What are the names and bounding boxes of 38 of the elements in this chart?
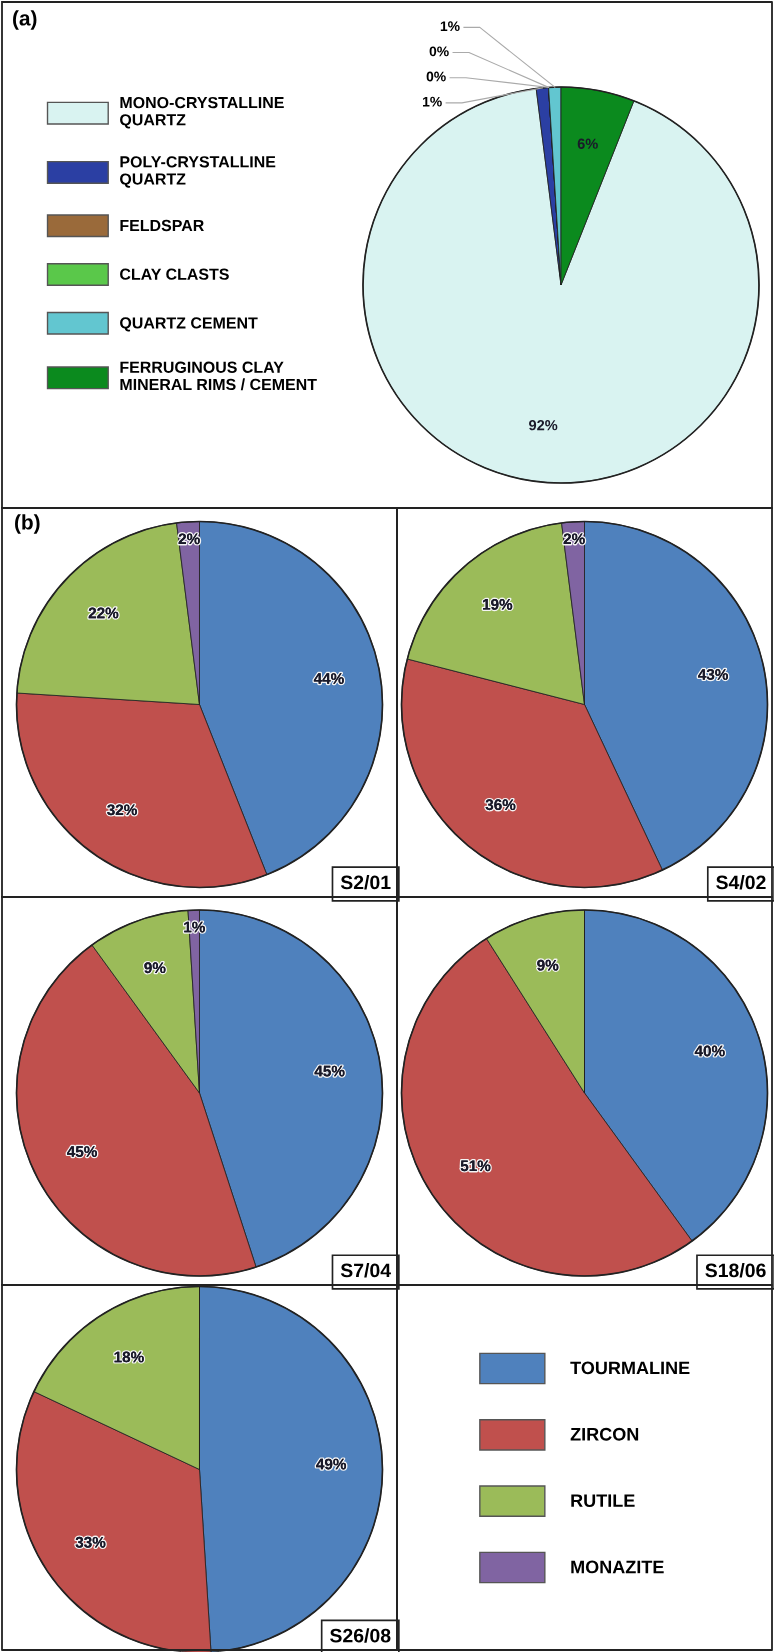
text: S4/02 [716, 874, 766, 890]
text: S7/04 [340, 1262, 391, 1278]
legend-label: FERRUGINOUS CLAY MINERAL RIMS / CEMENT [120, 361, 317, 391]
legend-label: QUARTZ CEMENT [120, 317, 258, 332]
legend-label: CLAY CLASTS [120, 268, 229, 280]
data-label: 45% [314, 1065, 345, 1077]
data-label: 9% [537, 959, 559, 971]
data-label: 92% [529, 420, 558, 431]
text: 0% [429, 46, 449, 57]
data-label: 44% [313, 673, 344, 684]
data-label: 9% [144, 962, 166, 974]
data-label: 18% [114, 1351, 144, 1363]
text: S2/01 [340, 874, 391, 890]
data-label: 22% [88, 607, 119, 619]
legend-label: MONAZITE [571, 1560, 664, 1574]
legend-label: MONO-CRYSTALLINE QUARTZ [120, 96, 284, 129]
data-label: 1% [423, 96, 442, 107]
legend-label: POLY-CRYSTALLINE QUARTZ [120, 156, 276, 188]
text: S26/08 [330, 1628, 391, 1643]
data-label: 45% [67, 1146, 97, 1157]
chart-title: (a) [13, 10, 37, 30]
data-label: 1% [440, 21, 460, 32]
data-label: 36% [485, 799, 516, 811]
legend-label: TOURMALINE [570, 1361, 690, 1375]
legend-label: ZIRCON [570, 1427, 639, 1441]
data-label: 51% [460, 1160, 491, 1172]
chart-title: (b) [15, 514, 40, 534]
data-label: 6% [577, 138, 598, 149]
data-label: 33% [75, 1536, 106, 1548]
legend-label: RUTILE [571, 1494, 635, 1507]
data-label: 40% [694, 1045, 725, 1057]
text: 0% [426, 71, 446, 82]
data-label: 49% [316, 1458, 347, 1470]
data-label: 32% [107, 804, 137, 816]
data-label: 19% [483, 598, 513, 610]
legend-label: FELDSPAR [120, 219, 204, 232]
text: S18/06 [705, 1262, 766, 1278]
data-label: 43% [698, 669, 728, 680]
